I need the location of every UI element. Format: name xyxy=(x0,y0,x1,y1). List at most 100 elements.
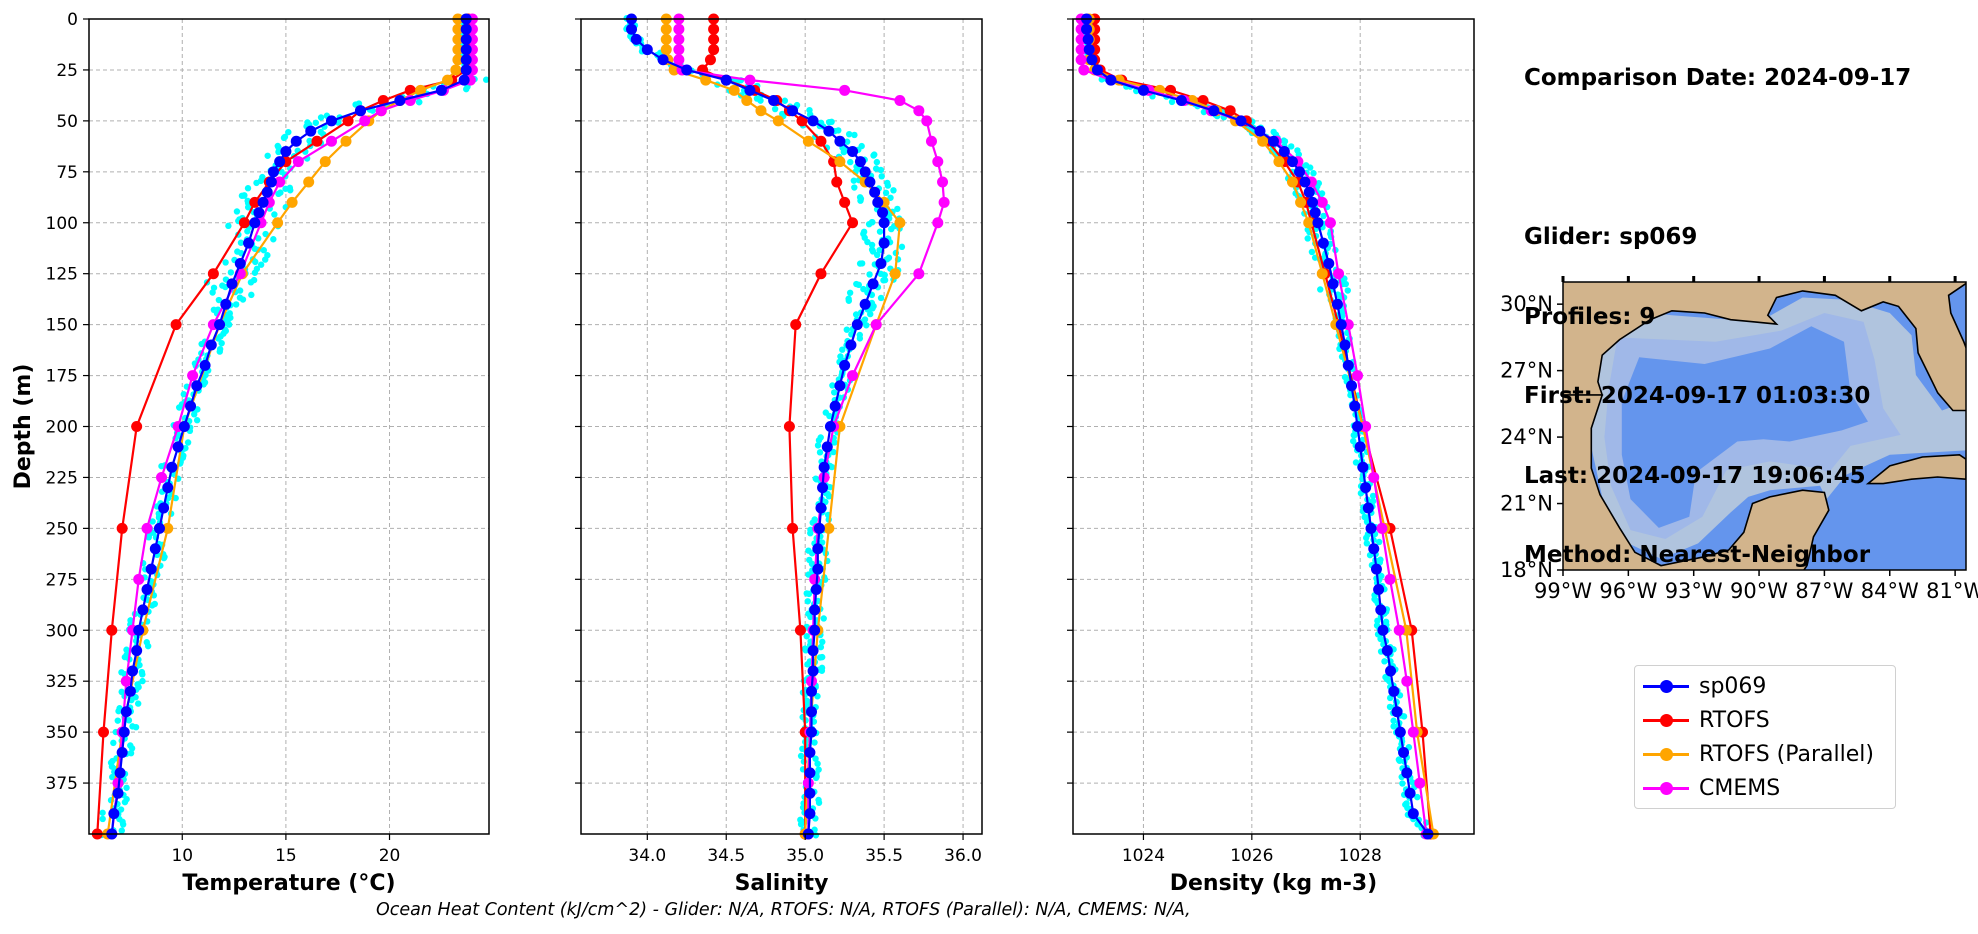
series-marker-sp069 xyxy=(1346,380,1358,392)
glider-point xyxy=(482,76,490,83)
series-marker-cmems xyxy=(1401,675,1413,687)
map-frame xyxy=(1562,281,1967,571)
glider-point xyxy=(887,194,894,201)
glider-point xyxy=(1344,287,1351,294)
series-marker-rtofs_parallel xyxy=(772,115,784,127)
series-marker-sp069 xyxy=(261,186,273,198)
series-marker-sp069 xyxy=(1268,135,1279,147)
series-marker-sp069 xyxy=(178,421,190,432)
series-marker-sp069 xyxy=(112,787,124,799)
glider-point xyxy=(225,222,232,230)
series-marker-rtofs xyxy=(787,522,799,534)
glider-point xyxy=(804,661,811,668)
glider-point xyxy=(890,187,897,194)
glider-point xyxy=(1318,190,1326,197)
series-marker-rtofs_parallel xyxy=(415,84,427,96)
series-marker-sp069 xyxy=(1307,196,1319,208)
y-tick-label: 300 xyxy=(46,621,78,641)
series-marker-sp069 xyxy=(859,166,871,178)
glider-point xyxy=(244,204,252,211)
series-marker-cmems xyxy=(1414,777,1426,789)
glider-point xyxy=(149,518,156,525)
map-lon-label: 84°W xyxy=(1861,579,1919,603)
series-marker-rtofs_parallel xyxy=(450,64,462,76)
glider-point xyxy=(281,133,289,141)
glider-point xyxy=(880,277,887,284)
series-marker-sp069 xyxy=(1407,808,1419,820)
glider-name: Glider: sp069 xyxy=(1524,224,1698,250)
series-marker-sp069 xyxy=(867,278,879,290)
series-marker-rtofs xyxy=(815,135,827,147)
x-axis-label: Salinity xyxy=(735,871,829,896)
glider-point xyxy=(1339,309,1346,316)
series-marker-cmems xyxy=(156,471,168,483)
series-marker-cmems xyxy=(359,115,371,127)
series-marker-rtofs_parallel xyxy=(1316,268,1328,280)
series-marker-sp069 xyxy=(641,44,653,56)
glider-point xyxy=(255,235,262,242)
series-marker-rtofs_parallel xyxy=(1295,196,1307,208)
glider-point xyxy=(275,148,282,156)
glider-point xyxy=(317,114,325,121)
map-lon-label: 96°W xyxy=(1599,579,1657,603)
series-marker-sp069 xyxy=(817,482,829,494)
series-marker-sp069 xyxy=(1091,64,1103,76)
series-marker-sp069 xyxy=(114,767,126,779)
glider-point xyxy=(846,289,854,296)
legend-swatch-sp069 xyxy=(1643,674,1689,698)
glider-point xyxy=(882,189,890,197)
glider-point xyxy=(843,326,851,333)
glider-point xyxy=(1396,757,1403,764)
series-marker-rtofs xyxy=(311,135,323,147)
series-marker-sp069 xyxy=(158,502,170,514)
glider-point xyxy=(1375,538,1383,546)
series-marker-cmems xyxy=(1393,624,1405,636)
series-marker-cmems xyxy=(913,105,925,117)
series-marker-sp069 xyxy=(253,207,265,219)
series-marker-sp069 xyxy=(805,726,817,738)
x-tick-label: 36.0 xyxy=(944,846,982,866)
series-marker-sp069 xyxy=(145,563,157,575)
series-marker-rtofs_parallel xyxy=(755,105,767,117)
glider-point xyxy=(1320,212,1327,220)
glider-point xyxy=(134,681,141,688)
series-marker-cmems xyxy=(802,777,814,789)
series-marker-sp069 xyxy=(1083,44,1095,56)
series-marker-rtofs_parallel xyxy=(660,33,672,45)
series-marker-sp069 xyxy=(821,441,833,453)
series-marker-sp069 xyxy=(290,135,302,147)
glider-point xyxy=(807,613,814,621)
glider-point xyxy=(803,633,810,640)
glider-point xyxy=(257,261,265,268)
series-marker-rtofs_parallel xyxy=(303,176,315,188)
series-marker-cmems xyxy=(141,522,153,534)
series-marker-rtofs xyxy=(839,196,851,208)
series-marker-sp069 xyxy=(133,624,145,636)
series-marker-cmems xyxy=(894,95,906,106)
info-spacer xyxy=(1524,145,1911,172)
glider-point xyxy=(271,211,278,218)
series-marker-rtofs_parallel xyxy=(802,135,814,147)
series-marker-cmems xyxy=(673,44,685,56)
series-marker-sp069 xyxy=(1254,125,1266,137)
glider-point xyxy=(878,173,885,180)
map-lat-label: 30°N xyxy=(1500,292,1553,316)
ohc-footer: Ocean Heat Content (kJ/cm^2) - Glider: N… xyxy=(376,900,1191,920)
series-marker-rtofs xyxy=(106,624,118,636)
series-marker-rtofs xyxy=(238,217,250,229)
glider-point xyxy=(119,821,127,828)
legend-label-rtofs: RTOFS xyxy=(1699,707,1770,733)
series-marker-sp069 xyxy=(458,74,470,86)
series-marker-rtofs xyxy=(815,268,827,280)
glider-point xyxy=(894,205,901,213)
glider-point xyxy=(861,316,869,323)
series-marker-sp069 xyxy=(191,380,203,392)
glider-point xyxy=(876,228,884,235)
legend-swatch-rtofs xyxy=(1643,708,1689,732)
comparison-date: Comparison Date: 2024-09-17 xyxy=(1524,65,1912,91)
y-tick-label: 325 xyxy=(46,672,78,692)
glider-point xyxy=(858,260,866,267)
series-marker-cmems xyxy=(1333,268,1345,280)
glider-point xyxy=(1317,286,1324,293)
